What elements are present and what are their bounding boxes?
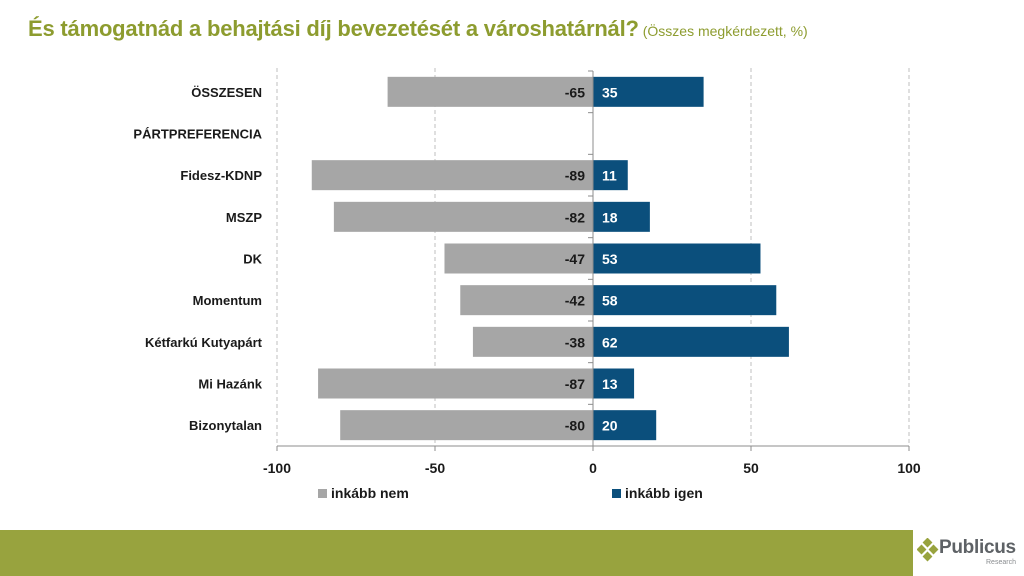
bar-inkabb-nem	[340, 410, 593, 441]
bar-inkabb-nem	[311, 160, 593, 191]
data-label: -38	[565, 334, 585, 350]
data-label: 62	[602, 334, 618, 350]
data-label: -87	[565, 376, 585, 392]
bar-inkabb-nem	[472, 326, 593, 357]
data-label: 13	[602, 376, 618, 392]
data-label: -82	[565, 209, 585, 225]
footer-band	[0, 530, 913, 576]
chart-subtitle: (Összes megkérdezett, %)	[642, 23, 808, 39]
category-label: PÁRTPREFERENCIA	[133, 127, 262, 142]
bar-inkabb-igen	[593, 326, 789, 357]
bar-inkabb-igen	[593, 160, 628, 191]
data-label: 20	[602, 418, 618, 434]
category-label: Kétfarkú Kutyapárt	[145, 335, 263, 350]
category-label: DK	[243, 252, 262, 267]
bars: -65 35 -89 11 -82 18 -47 53 -42 58 -38 62 -87 13 -80 20	[311, 76, 789, 441]
data-label: 18	[602, 209, 618, 225]
data-label: -65	[565, 84, 585, 100]
logo-tagline: Research	[986, 559, 1016, 566]
category-labels: ÖSSZESEN PÁRTPREFERENCIA Fidesz-KDNP MSZP DK…	[133, 85, 262, 433]
logo-name: Publicus	[939, 537, 1016, 558]
bar-inkabb-nem	[333, 201, 593, 232]
chart-title-block: És támogatnád a behajtási díj bevezetésé…	[28, 16, 808, 42]
legend: inkább nem inkább igen	[318, 485, 703, 501]
category-label: Fidesz-KDNP	[180, 168, 262, 183]
x-tick-label: -50	[425, 460, 445, 476]
x-axis: -100 -50 0 50 100	[263, 70, 921, 476]
category-label: ÖSSZESEN	[191, 85, 262, 100]
legend-item: inkább igen	[612, 485, 703, 501]
data-label: 11	[602, 168, 617, 184]
category-label: MSZP	[226, 210, 262, 225]
bar-inkabb-igen	[593, 201, 650, 232]
legend-swatch	[318, 489, 327, 498]
category-label: Bizonytalan	[189, 418, 262, 433]
legend-label: inkább igen	[625, 485, 703, 501]
legend-item: inkább nem	[318, 485, 409, 501]
x-tick-label: 0	[589, 460, 597, 476]
bar-inkabb-igen	[593, 76, 704, 107]
x-tick-label: 50	[743, 460, 759, 476]
bar-inkabb-nem	[460, 285, 593, 316]
data-label: 58	[602, 293, 618, 309]
bar-inkabb-igen	[593, 368, 635, 399]
legend-swatch	[612, 489, 621, 498]
x-tick-label: 100	[897, 460, 921, 476]
data-label: 53	[602, 251, 618, 267]
category-label: Mi Hazánk	[198, 377, 262, 392]
data-label: -47	[565, 251, 585, 267]
category-label: Momentum	[193, 293, 262, 308]
data-label: -80	[565, 418, 585, 434]
data-label: -89	[565, 168, 585, 184]
data-label: -42	[565, 293, 585, 309]
legend-label: inkább nem	[331, 485, 409, 501]
bar-inkabb-igen	[593, 285, 777, 316]
data-label: 35	[602, 84, 618, 100]
bar-inkabb-nem	[318, 368, 593, 399]
bar-inkabb-igen	[593, 410, 657, 441]
chart-title: És támogatnád a behajtási díj bevezetésé…	[28, 16, 639, 41]
logo-diamond-icon	[917, 538, 939, 562]
bar-inkabb-nem	[387, 76, 593, 107]
publicus-logo: Publicus Research	[917, 533, 1024, 573]
bar-inkabb-nem	[444, 243, 593, 274]
x-tick-label: -100	[263, 460, 291, 476]
bar-inkabb-igen	[593, 243, 761, 274]
